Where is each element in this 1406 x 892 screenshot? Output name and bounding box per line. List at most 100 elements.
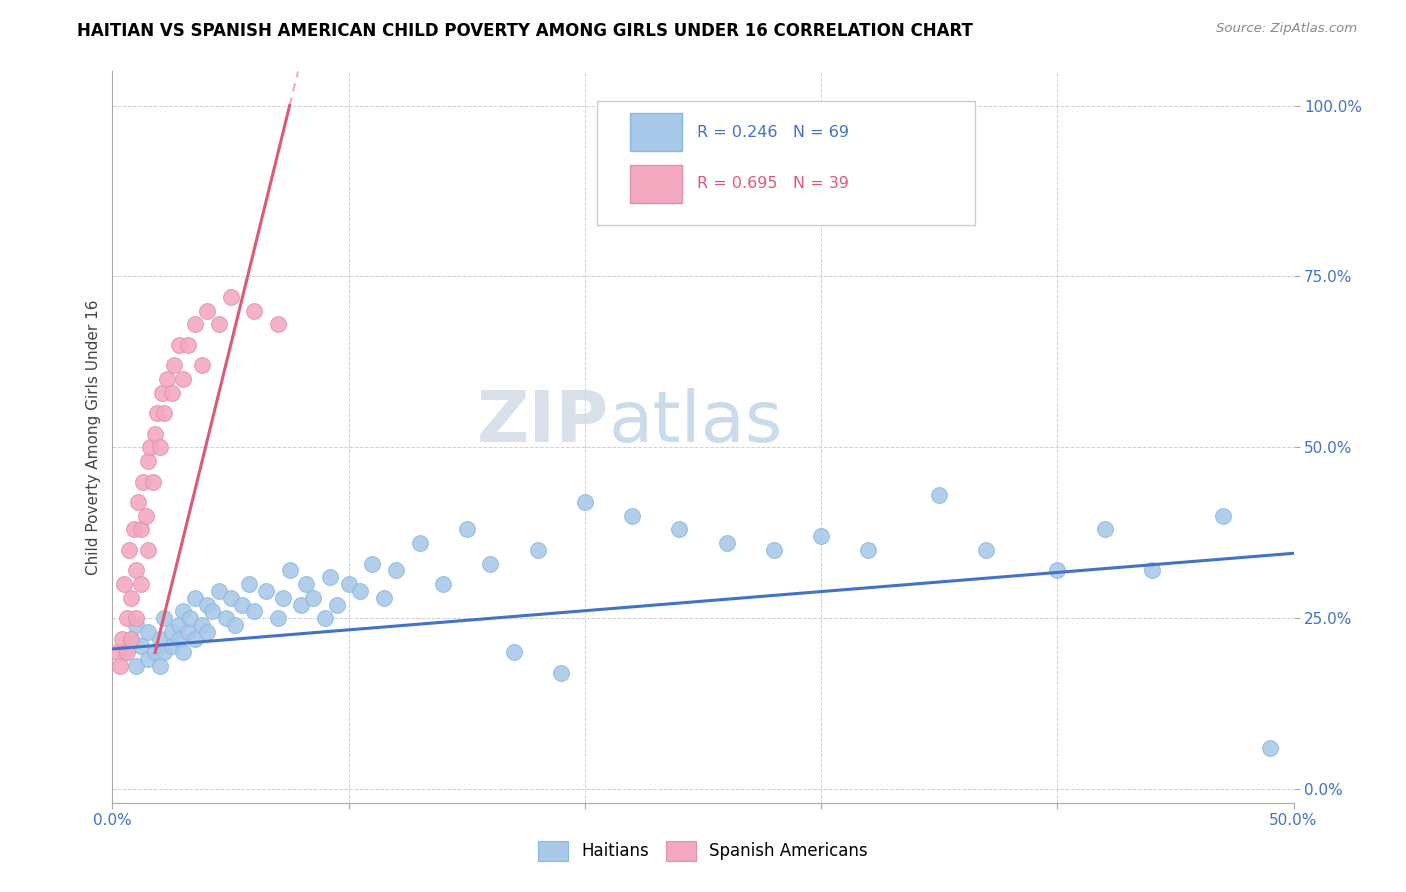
Point	[290, 598, 312, 612]
Point	[385, 563, 408, 577]
Point	[184, 632, 207, 646]
Point	[243, 604, 266, 618]
Point	[408, 536, 430, 550]
Point	[120, 632, 142, 646]
Point	[928, 488, 950, 502]
Point	[120, 632, 142, 646]
Point	[1212, 508, 1234, 523]
Point	[295, 577, 318, 591]
Point	[177, 624, 200, 639]
Point	[142, 475, 165, 489]
Point	[810, 529, 832, 543]
Point	[143, 645, 166, 659]
Point	[314, 611, 336, 625]
Point	[115, 645, 138, 659]
FancyBboxPatch shape	[630, 113, 682, 151]
Point	[479, 557, 502, 571]
Point	[125, 659, 148, 673]
Text: R = 0.695   N = 39: R = 0.695 N = 39	[697, 176, 849, 191]
Point	[184, 591, 207, 605]
Point	[150, 385, 173, 400]
Point	[184, 318, 207, 332]
Point	[160, 385, 183, 400]
Point	[132, 475, 155, 489]
Point	[135, 508, 157, 523]
Point	[149, 659, 172, 673]
Point	[143, 426, 166, 441]
Point	[167, 338, 190, 352]
Point	[167, 632, 190, 646]
Point	[191, 618, 214, 632]
Point	[267, 318, 290, 332]
Point	[219, 591, 242, 605]
Point	[254, 583, 277, 598]
Point	[136, 542, 159, 557]
Point	[195, 624, 218, 639]
Point	[191, 359, 214, 373]
Point	[716, 536, 738, 550]
Point	[127, 495, 149, 509]
Point	[1258, 741, 1281, 756]
Point	[146, 406, 169, 420]
Point	[278, 563, 301, 577]
FancyBboxPatch shape	[596, 101, 974, 225]
Point	[105, 645, 128, 659]
Point	[118, 542, 141, 557]
Point	[526, 542, 548, 557]
Point	[172, 604, 194, 618]
Point	[976, 542, 998, 557]
Point	[224, 618, 246, 632]
Point	[153, 645, 176, 659]
Point	[621, 508, 644, 523]
Point	[238, 577, 260, 591]
Point	[129, 577, 152, 591]
Point	[172, 372, 194, 386]
Point	[1046, 563, 1069, 577]
Point	[149, 440, 172, 454]
Point	[1140, 563, 1163, 577]
Point	[456, 522, 478, 536]
Point	[243, 303, 266, 318]
Point	[337, 577, 360, 591]
Point	[349, 583, 371, 598]
Point	[112, 645, 135, 659]
Point	[125, 611, 148, 625]
Point	[136, 652, 159, 666]
Text: atlas: atlas	[609, 388, 783, 457]
Point	[208, 583, 231, 598]
Point	[762, 542, 785, 557]
Point	[136, 624, 159, 639]
Point	[373, 591, 395, 605]
Point	[125, 563, 148, 577]
Point	[432, 577, 454, 591]
Point	[177, 338, 200, 352]
Point	[129, 522, 152, 536]
Point	[112, 577, 135, 591]
Point	[153, 406, 176, 420]
Point	[156, 372, 179, 386]
FancyBboxPatch shape	[630, 165, 682, 202]
Point	[574, 495, 596, 509]
Point	[149, 632, 172, 646]
Point	[1094, 522, 1116, 536]
Point	[167, 618, 190, 632]
Point	[111, 632, 134, 646]
Legend: Haitians, Spanish Americans: Haitians, Spanish Americans	[531, 834, 875, 868]
Point	[361, 557, 384, 571]
Point	[163, 359, 186, 373]
Point	[271, 591, 294, 605]
Point	[503, 645, 526, 659]
Point	[267, 611, 290, 625]
Point	[179, 611, 201, 625]
Text: R = 0.246   N = 69: R = 0.246 N = 69	[697, 125, 849, 139]
Point	[208, 318, 231, 332]
Point	[326, 598, 349, 612]
Point	[139, 440, 162, 454]
Point	[858, 542, 880, 557]
Point	[668, 522, 690, 536]
Point	[136, 454, 159, 468]
Point	[550, 665, 572, 680]
Point	[219, 290, 242, 304]
Point	[120, 591, 142, 605]
Text: ZIP: ZIP	[477, 388, 609, 457]
